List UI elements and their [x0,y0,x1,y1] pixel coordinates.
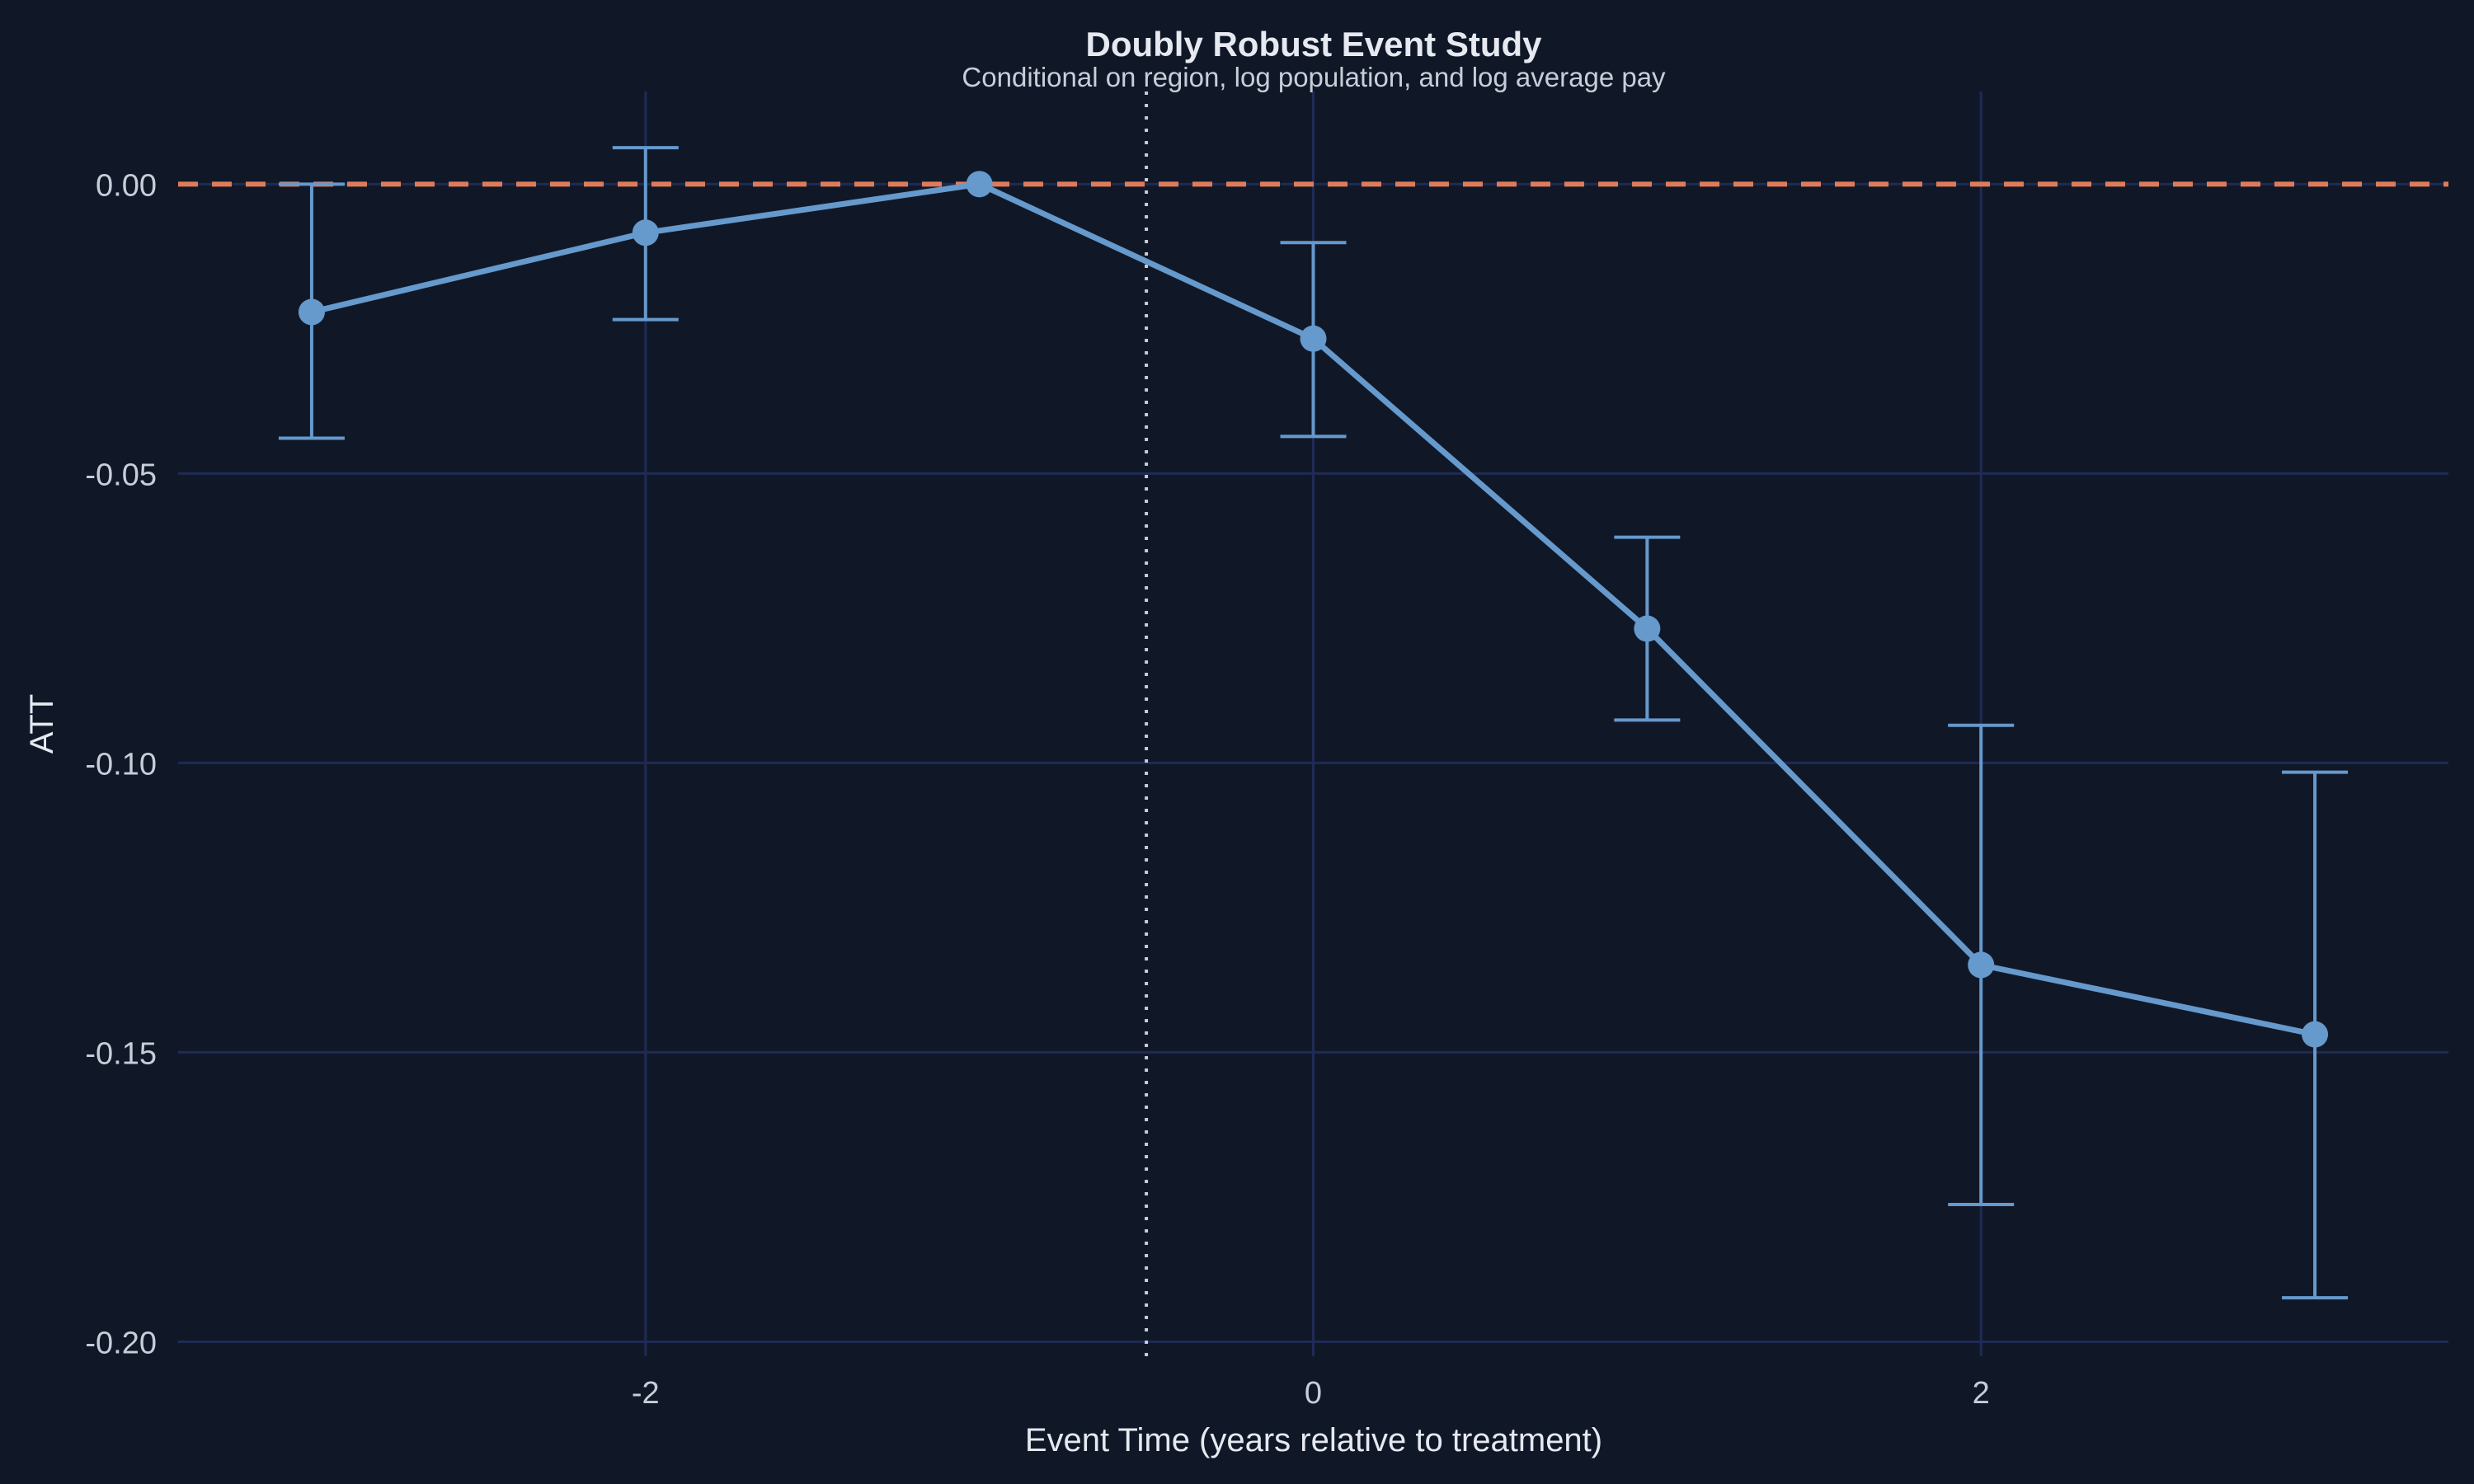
att-point [298,298,325,326]
y-axis-label: ATT [24,694,60,754]
chart-title: Doubly Robust Event Study [1085,25,1542,63]
series [278,146,2349,1300]
y-tick-label: 0.00 [96,168,157,203]
att-point [1968,951,1995,979]
y-tick-label: -0.05 [85,458,157,492]
x-tick-label: -2 [632,1376,660,1411]
x-tick-label: 2 [1973,1376,1990,1411]
y-tick-label: -0.20 [85,1326,157,1360]
y-tick-label: -0.10 [85,747,157,782]
att-point [632,219,659,247]
att-point [1300,325,1327,352]
reference-lines [178,92,2448,1356]
att-point [2302,1021,2329,1048]
att-point [1634,615,1661,642]
chart-subtitle: Conditional on region, log population, a… [962,62,1666,92]
tick-labels: 0.00 -0.05 -0.10 -0.15 -0.20 -2 0 2 [85,168,1989,1411]
y-tick-label: -0.15 [85,1036,157,1071]
x-axis-label: Event Time (years relative to treatment) [1025,1422,1602,1458]
att-point [966,171,993,198]
x-tick-label: 0 [1305,1376,1322,1411]
